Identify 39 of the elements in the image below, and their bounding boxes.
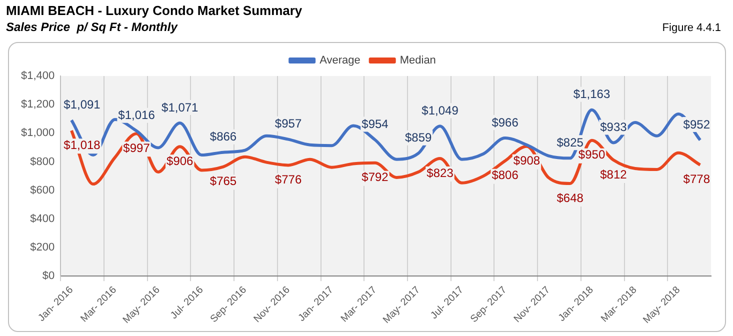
data-label: $906	[166, 154, 194, 168]
y-tick-label: $800	[30, 156, 55, 168]
y-tick-label: $1,000	[20, 127, 55, 140]
data-label: $806	[492, 168, 519, 182]
data-label: $1,049	[422, 103, 459, 118]
data-label: $778	[683, 172, 710, 186]
data-label: $776	[274, 172, 302, 187]
data-label: $812	[600, 167, 628, 182]
data-label: $765	[210, 174, 237, 188]
data-label: $950	[578, 148, 606, 162]
data-label: $648	[556, 190, 584, 205]
chart-subtitle: Sales Price p/ Sq Ft - Monthly	[6, 20, 178, 34]
data-label: $954	[362, 117, 389, 132]
data-label: $859	[404, 130, 432, 145]
data-label: $1,018	[64, 138, 101, 152]
data-label: $1,016	[118, 108, 156, 122]
legend-label: Average	[320, 54, 360, 67]
caption: Figure 4.4.1	[662, 22, 721, 34]
data-label: $825	[556, 136, 584, 150]
data-label: $933	[600, 120, 628, 134]
data-label: $997	[123, 140, 150, 155]
legend-label: Median	[400, 54, 436, 67]
y-tick-label: $0	[42, 270, 55, 282]
data-label: $966	[492, 115, 519, 130]
data-label: $952	[683, 117, 710, 132]
data-label: $1,163	[573, 87, 610, 102]
y-tick-label: $200	[30, 242, 55, 254]
y-tick-label: $600	[30, 184, 55, 196]
y-tick-label: $400	[30, 212, 55, 225]
y-tick-label: $1,400	[20, 70, 55, 82]
data-label: $957	[274, 116, 302, 131]
data-label: $823	[426, 166, 454, 180]
chart-title: MIAMI BEACH - Luxury Condo Market Summary	[6, 3, 302, 18]
data-label: $908	[513, 154, 540, 168]
y-tick-label: $1,200	[20, 98, 55, 111]
data-label: $866	[210, 130, 237, 144]
data-label: $1,071	[162, 100, 199, 114]
data-label: $1,091	[64, 97, 101, 112]
data-label: $792	[362, 170, 389, 184]
